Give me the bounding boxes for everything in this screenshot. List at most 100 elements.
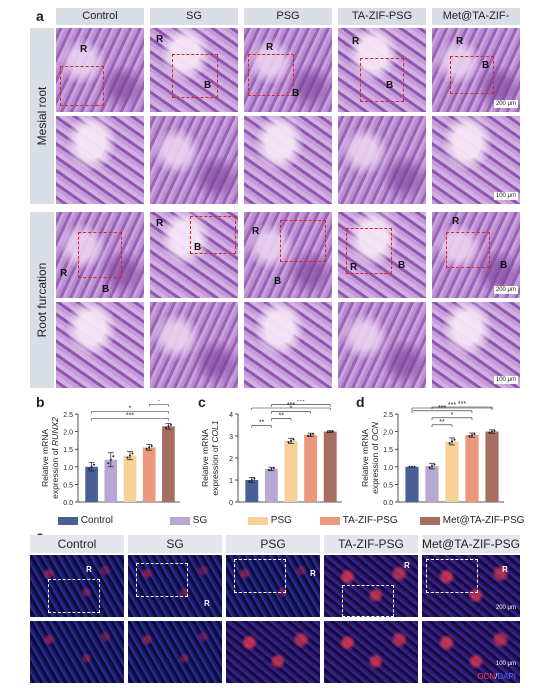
legend-item-control: Control xyxy=(58,515,113,526)
bar-PSG xyxy=(445,441,458,502)
bar-TA-ZIF-PSG xyxy=(465,435,478,502)
y-tick-label: 1.0 xyxy=(383,465,393,472)
bar-TA-ZIF-PSG xyxy=(304,435,317,502)
a-header-met-ta-zif-psg: Met@TA-ZIF-PSG xyxy=(432,8,520,25)
bar-Control xyxy=(405,467,418,502)
if-ta-zif-psg-zoom xyxy=(324,621,418,683)
y-tick-label: 0.5 xyxy=(63,482,73,489)
data-point xyxy=(451,440,453,442)
data-point xyxy=(248,480,250,482)
y-tick-label: 2.5 xyxy=(383,412,393,419)
runx2-chart: 0.00.51.01.52.02.5Relative mRNAexpressio… xyxy=(30,400,188,510)
if-met-zoom: 100 μm OCN/DAPI xyxy=(422,621,520,683)
marker-root: R xyxy=(156,218,163,229)
data-point xyxy=(253,478,255,480)
a-header-ta-zif-psg: TA-ZIF-PSG xyxy=(338,8,426,25)
y-tick-label: 1.5 xyxy=(383,447,393,454)
e-header-sg: SG xyxy=(128,535,222,553)
marker-bone: B xyxy=(102,284,109,295)
legend: Control SG PSG TA-ZIF-PSG Met@TA-ZIF-PSG xyxy=(58,515,538,529)
e-header-ta-zif-psg: TA-ZIF-PSG xyxy=(324,535,418,553)
y-tick-label: 0 xyxy=(229,500,233,507)
marker-root: R xyxy=(352,36,359,47)
zoom-box xyxy=(172,54,218,98)
y-tick-label: 0.5 xyxy=(383,482,393,489)
data-point xyxy=(112,455,114,457)
legend-label: PSG xyxy=(271,515,292,526)
data-point xyxy=(293,439,295,441)
a-header-psg: PSG xyxy=(244,8,332,25)
bar-TA-ZIF-PSG xyxy=(143,447,156,502)
bar-Met@TA-ZIF-PSG xyxy=(485,432,498,502)
marker-bone: B xyxy=(386,80,393,91)
legend-swatch xyxy=(58,517,78,525)
y-tick-label: 1 xyxy=(229,478,233,485)
panel-a-label: a xyxy=(36,8,44,24)
data-point xyxy=(469,435,471,437)
marker-bone: B xyxy=(194,242,201,253)
significance-label: * xyxy=(129,406,132,413)
y-tick-label: 2.0 xyxy=(383,430,393,437)
zoom-box xyxy=(248,54,294,96)
e-header-control: Control xyxy=(30,535,124,553)
legend-swatch xyxy=(420,517,440,525)
a-header-control: Control xyxy=(56,8,144,25)
he-mesial-sg-overview: R B xyxy=(150,28,238,112)
he-furcation-control-zoom xyxy=(56,302,144,388)
bar-Control xyxy=(85,467,98,502)
data-point xyxy=(329,431,331,433)
y-tick-label: 0.0 xyxy=(383,500,393,507)
significance-label: *** xyxy=(458,401,466,408)
data-point xyxy=(170,424,172,426)
data-point xyxy=(268,469,270,471)
scale-bar-200um: 200 μm xyxy=(496,605,516,611)
y-tick-label: 1.5 xyxy=(63,447,73,454)
y-tick-label: 2 xyxy=(229,456,233,463)
zoom-box xyxy=(136,563,188,597)
data-point xyxy=(251,479,253,481)
marker-root: R xyxy=(404,561,410,570)
data-point xyxy=(429,467,431,469)
he-mesial-ta-zif-psg-zoom xyxy=(338,116,426,204)
data-point xyxy=(431,465,433,467)
e-header-met-ta-zif-psg: Met@TA-ZIF-PSG xyxy=(422,535,520,553)
legend-label: Met@TA-ZIF-PSG xyxy=(443,515,525,526)
marker-root: R xyxy=(252,226,259,237)
he-furcation-ta-zif-psg-overview: R B xyxy=(338,212,426,298)
legend-label: SG xyxy=(193,515,207,526)
data-point xyxy=(332,430,334,432)
legend-item-sg: SG xyxy=(170,515,207,526)
he-mesial-met-overview: R B 200 μm xyxy=(432,28,520,112)
y-tick-label: 1.0 xyxy=(63,465,73,472)
y-tick-label: 4 xyxy=(229,412,233,419)
legend-swatch xyxy=(320,517,340,525)
he-mesial-ta-zif-psg-overview: R B xyxy=(338,28,426,112)
data-point xyxy=(434,464,436,466)
data-point xyxy=(167,425,169,427)
if-control-overview: R xyxy=(30,555,124,617)
data-point xyxy=(107,462,109,464)
he-mesial-met-zoom: 100 μm xyxy=(432,116,520,204)
data-point xyxy=(414,466,416,468)
scale-bar-200um: 200 μm xyxy=(494,100,518,108)
if-sg-zoom xyxy=(128,621,222,683)
he-furcation-met-zoom: 100 μm xyxy=(432,302,520,388)
data-point xyxy=(411,466,413,468)
significance-label: *** xyxy=(297,400,305,406)
if-control-zoom xyxy=(30,621,124,683)
zoom-box xyxy=(446,232,490,268)
marker-bone: B xyxy=(482,60,489,71)
marker-bone: B xyxy=(274,276,281,287)
col1-chart: 01234Relative mRNAexpression of COL1 ****… xyxy=(190,400,350,510)
zoom-box xyxy=(342,585,394,617)
marker-root: R xyxy=(266,42,273,53)
data-point xyxy=(127,457,129,459)
data-point xyxy=(88,468,90,470)
scale-bar-200um: 200 μm xyxy=(494,286,518,294)
data-point xyxy=(307,435,309,437)
data-point xyxy=(132,452,134,454)
data-point xyxy=(449,442,451,444)
data-point xyxy=(165,427,167,429)
significance-label: * xyxy=(451,412,454,419)
